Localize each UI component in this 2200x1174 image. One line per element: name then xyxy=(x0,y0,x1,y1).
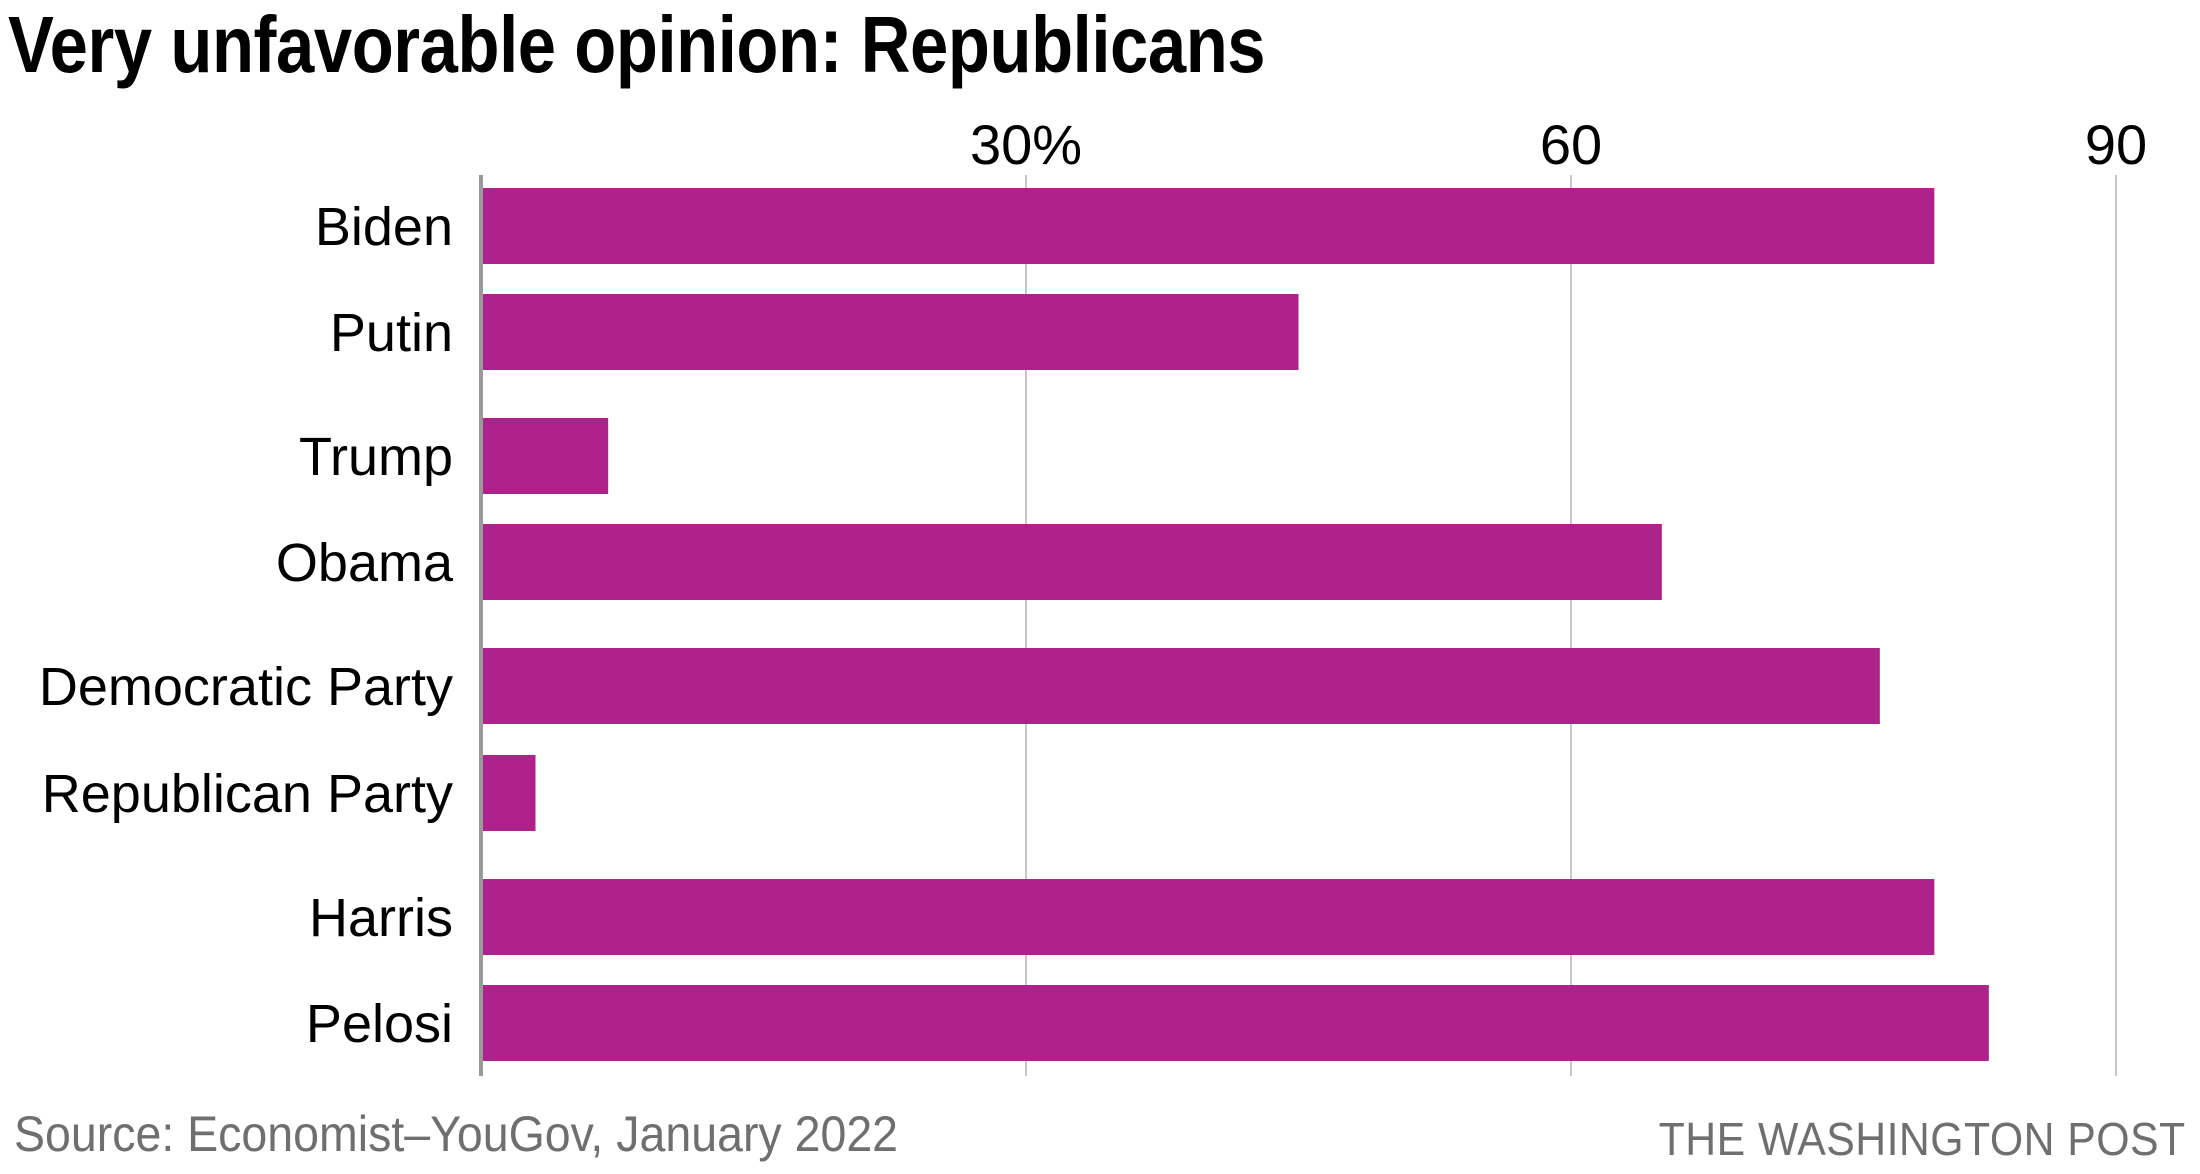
bar-pelosi xyxy=(481,985,1989,1061)
category-label-pelosi: Pelosi xyxy=(306,994,453,1054)
publisher-credit: THE WASHINGTON POST xyxy=(1659,1113,2186,1165)
bars xyxy=(481,188,1989,1061)
bar-republican-party xyxy=(481,755,536,831)
x-axis-tick-labels: 30% 60 90 xyxy=(970,113,2147,176)
category-label-harris: Harris xyxy=(309,888,453,948)
category-label-putin: Putin xyxy=(330,303,453,363)
chart-title: Very unfavorable opinion: Republicans xyxy=(8,0,1266,90)
bar-democratic-party xyxy=(481,648,1880,724)
bar-biden xyxy=(481,188,1935,264)
category-label-republican-party: Republican Party xyxy=(42,764,453,824)
category-label-democratic-party: Democratic Party xyxy=(39,657,453,717)
bar-trump xyxy=(481,418,609,494)
category-label-biden: Biden xyxy=(315,197,453,257)
x-tick-label: 30% xyxy=(970,113,1082,176)
source-note: Source: Economist–YouGov, January 2022 xyxy=(14,1106,899,1162)
x-tick-label: 60 xyxy=(1540,113,1602,176)
category-label-obama: Obama xyxy=(276,533,454,593)
bar-putin xyxy=(481,294,1299,370)
chart-title-lead: Very unfavorable opinion: xyxy=(8,0,843,89)
bar-obama xyxy=(481,524,1662,600)
x-tick-label: 90 xyxy=(2085,113,2147,176)
category-label-trump: Trump xyxy=(299,427,453,487)
category-labels: Biden Putin Trump Obama Democratic Party Repu… xyxy=(39,197,454,1054)
chart-title-subject: Republicans xyxy=(860,0,1266,89)
bar-harris xyxy=(481,879,1935,955)
